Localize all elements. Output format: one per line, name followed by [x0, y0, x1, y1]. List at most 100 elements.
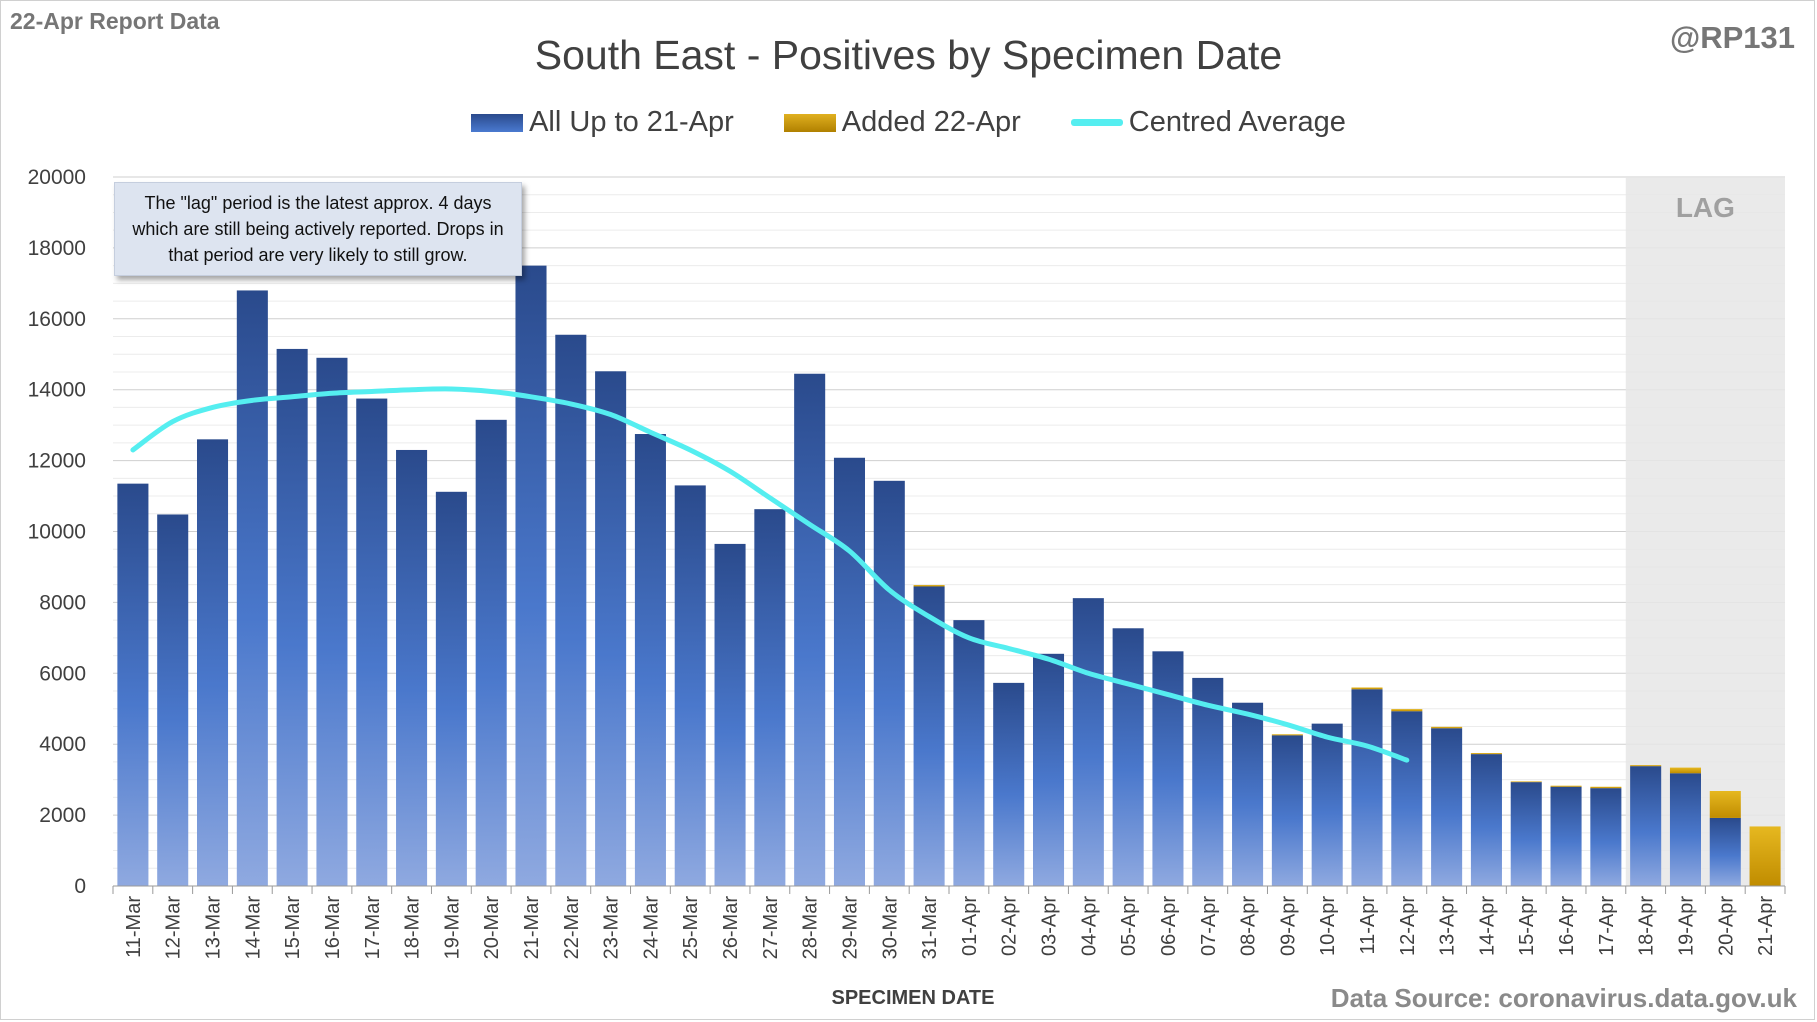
x-tick-label: 31-Mar — [919, 896, 941, 960]
y-tick-label: 20000 — [28, 166, 86, 189]
x-tick-label: 24-Mar — [640, 896, 662, 960]
x-tick-label: 18-Apr — [1636, 896, 1658, 956]
x-tick-label: 13-Mar — [203, 896, 225, 960]
x-axis-title: SPECIMEN DATE — [832, 987, 995, 1009]
report-date-label: 22-Apr Report Data — [10, 8, 220, 34]
bar-added — [1351, 687, 1383, 690]
bar-all-up-to — [1112, 628, 1144, 886]
bar-all-up-to — [435, 491, 467, 886]
bar-added — [1749, 826, 1781, 886]
bar-all-up-to — [196, 439, 229, 886]
bars — [117, 265, 1781, 886]
y-tick-label: 8000 — [39, 591, 86, 614]
x-tick-label: 04-Apr — [1078, 896, 1100, 956]
bar-all-up-to — [515, 265, 547, 886]
bar-all-up-to — [1072, 598, 1104, 886]
bar-all-up-to — [754, 509, 786, 886]
bar-all-up-to — [1152, 651, 1184, 886]
bar-added — [1510, 781, 1542, 783]
bar-added — [1709, 790, 1741, 818]
bar-all-up-to — [1590, 788, 1622, 886]
lag-note: The "lag" period is the latest approx. 4… — [114, 182, 522, 276]
bar-all-up-to — [1510, 782, 1542, 886]
x-tick-label: 19-Apr — [1675, 896, 1697, 956]
y-tick-label: 14000 — [28, 379, 86, 402]
bar-all-up-to — [356, 398, 388, 886]
centred-average-line — [130, 386, 1410, 763]
bar-all-up-to — [794, 373, 826, 886]
bar-all-up-to — [475, 419, 507, 886]
legend-swatch-blue — [471, 113, 524, 132]
x-tick-label: 21-Mar — [521, 896, 543, 960]
bar-added — [1431, 726, 1463, 729]
legend-swatch-line — [1070, 119, 1123, 126]
x-tick-label: 13-Apr — [1437, 896, 1459, 956]
bar-all-up-to — [157, 514, 189, 886]
bar-all-up-to — [1311, 723, 1343, 886]
x-tick-label: 28-Mar — [800, 896, 822, 960]
bar-all-up-to — [1550, 786, 1582, 886]
x-tick-label: 08-Apr — [1238, 896, 1260, 956]
data-source: Data Source: coronavirus.data.gov.uk — [1330, 983, 1797, 1013]
x-tick-label: 17-Apr — [1596, 896, 1618, 956]
bar-all-up-to — [1709, 817, 1741, 886]
x-tick-label: 20-Apr — [1715, 896, 1737, 956]
y-tick-label: 10000 — [28, 521, 86, 544]
x-tick-label: 14-Mar — [242, 896, 264, 960]
bar-all-up-to — [396, 449, 428, 886]
bar-all-up-to — [1232, 702, 1264, 886]
x-tick-label: 01-Apr — [959, 896, 981, 956]
legend-item-added: Added 22-Apr — [783, 106, 1021, 139]
bar-added — [1550, 785, 1582, 787]
legend-label-average: Centred Average — [1128, 106, 1346, 138]
x-tick-label: 18-Mar — [402, 896, 424, 960]
x-tick-label: 25-Mar — [680, 896, 702, 960]
x-tick-label: 27-Mar — [760, 896, 782, 960]
x-tick-label: 15-Mar — [282, 896, 304, 960]
bar-all-up-to — [1630, 766, 1662, 886]
y-tick-label: 6000 — [39, 662, 86, 685]
x-tick-label: 19-Mar — [441, 896, 463, 960]
lag-label: LAG — [1676, 192, 1735, 223]
bar-all-up-to — [1032, 653, 1065, 886]
x-tick-label: 22-Mar — [561, 896, 583, 960]
bar-added — [1470, 753, 1502, 755]
x-tick-label: 12-Mar — [163, 896, 185, 960]
bar-added — [1391, 709, 1423, 712]
x-tick-label: 06-Apr — [1158, 896, 1180, 956]
chart-title: South East - Positives by Specimen Date — [534, 32, 1283, 78]
bar-added — [1630, 765, 1662, 767]
bar-added — [1669, 767, 1702, 774]
bar-all-up-to — [1470, 754, 1502, 886]
y-tick-label: 18000 — [28, 237, 86, 260]
axes: 0 2000 4000 6000 8000 10000 12000 14000 16000 180… — [28, 166, 1786, 960]
x-tick-label: 02-Apr — [999, 896, 1021, 956]
x-tick-label: 30-Mar — [879, 896, 901, 960]
x-tick-label: 03-Apr — [1039, 896, 1061, 956]
x-tick-label: 11-Mar — [123, 896, 145, 958]
author-handle: @RP131 — [1669, 20, 1795, 55]
bar-all-up-to — [953, 620, 985, 886]
legend-swatch-gold — [783, 113, 836, 132]
x-tick-label: 09-Apr — [1277, 896, 1299, 956]
x-tick-label: 15-Apr — [1516, 896, 1538, 956]
x-tick-label: 20-Mar — [481, 896, 503, 960]
bar-all-up-to — [993, 682, 1025, 886]
x-tick-label: 11-Apr — [1357, 896, 1379, 955]
bar-all-up-to — [316, 357, 348, 886]
bar-all-up-to — [1431, 728, 1463, 886]
x-tick-label: 29-Mar — [839, 896, 861, 960]
x-tick-label: 26-Mar — [720, 896, 742, 960]
bar-all-up-to — [555, 334, 587, 886]
x-tick-label: 16-Mar — [322, 896, 344, 960]
bar-all-up-to — [595, 371, 627, 886]
x-tick-label: 17-Mar — [362, 896, 384, 960]
bar-all-up-to — [913, 586, 945, 886]
bar-all-up-to — [276, 348, 308, 886]
x-tick-label: 12-Apr — [1397, 896, 1419, 956]
bar-all-up-to — [674, 485, 706, 886]
x-tick-label: 05-Apr — [1118, 896, 1140, 956]
bar-all-up-to — [714, 543, 746, 886]
bar-added — [913, 585, 945, 587]
